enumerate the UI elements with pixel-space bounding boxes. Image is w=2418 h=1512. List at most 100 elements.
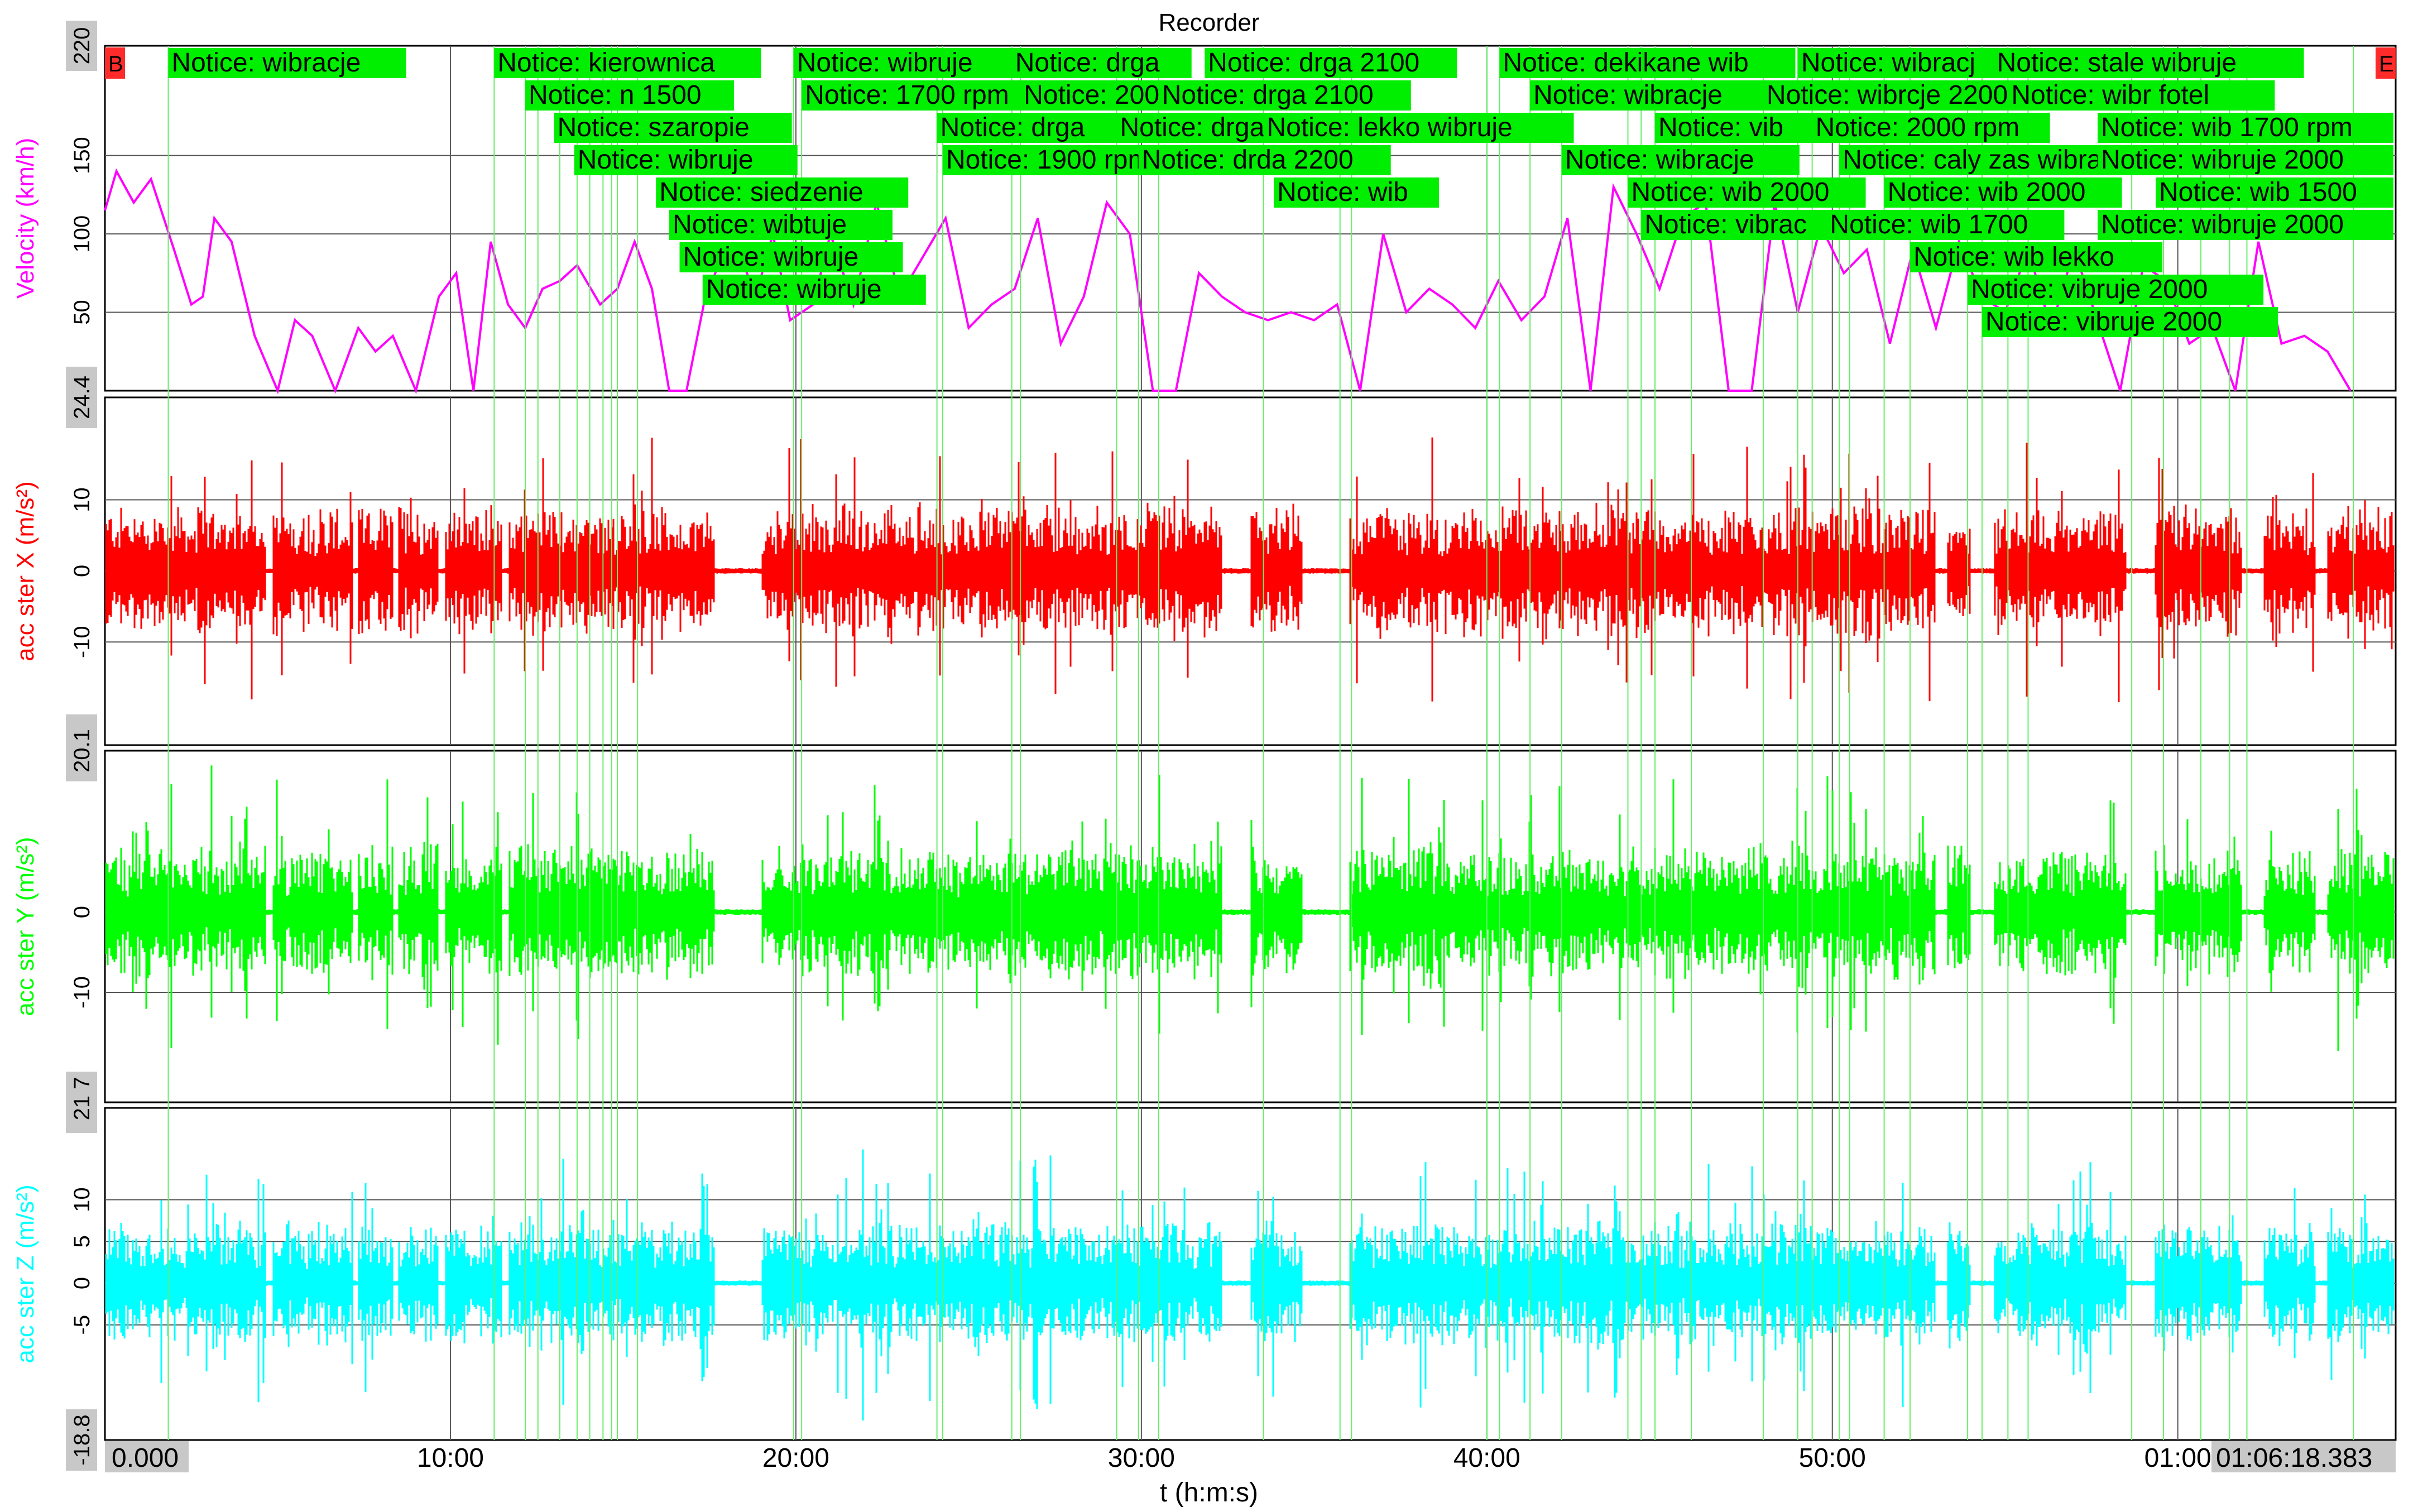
notice-box [574,145,798,175]
notice-label: Notice: vib [1658,113,1783,142]
notice-label: Notice: wib 1700 [1830,210,2028,239]
x-tick-label: 01:00 [2144,1443,2211,1473]
notice-label: Notice: wib 2000 [1632,177,1830,207]
y-tick-box [66,720,97,781]
y-axis-label: acc ster X (m/s²) [12,481,39,661]
notice-box [937,113,1117,143]
notice-box [2098,113,2393,143]
notice-box [1641,210,1850,240]
notice-box [2098,210,2393,240]
notice-box [1263,113,1574,143]
notice-box [1628,177,1866,208]
notice-label: Notice: wibracje [1565,145,1754,175]
velocity-layer [104,168,2352,395]
x-tick-label: 50:00 [1799,1443,1866,1473]
y-tick-label: 50 [70,300,94,325]
notice-box [793,48,1017,78]
notice-label: Notice: dekikane wib [1503,48,1748,78]
notice-label: Notice: wibruje 2000 [2101,145,2344,175]
y-tick-box [66,367,97,428]
notice-label: Notice: lekko wibruje [1267,113,1513,142]
notice-box [1158,80,1411,111]
notice-label: Notice: drda 2200 [1142,145,1354,175]
notice-box [1884,177,2122,208]
notice-label: Notice: drga [941,113,1085,142]
notice-label: Notice: vibruje 2000 [1971,275,2208,304]
notice-label: Notice: wibracje [1533,80,1723,110]
notice-box [554,113,792,143]
notice-box [2098,145,2393,175]
notice-box [1530,80,1768,111]
notice-label: Notice: n 1500 [529,80,702,110]
y-tick-label: -5 [70,1315,94,1335]
y-tick-box [66,1088,97,1127]
y-tick-label: 10 [70,487,94,512]
notice-box [669,210,893,240]
notice-label: Notice: wibr fotel [2011,80,2209,110]
notice-box [2008,80,2275,111]
y-tick-label: 10 [70,1187,94,1212]
x-tick-label: 20:00 [762,1443,829,1473]
signal-envelope [105,765,2395,1051]
notice-box [1274,177,1440,208]
panel-frame [104,1107,2397,1441]
notice-label: Notice: drga 2100 [1162,80,1374,110]
notice-label: Notice: 1900 rpm [946,145,1150,175]
y-axis-label: acc ster Y (m/s²) [12,837,39,1016]
notice-label: Notice: wib 1500 [2159,177,2357,207]
y-axis-label: acc ster Z (m/s²) [12,1184,39,1363]
y-tick-label: 21 [70,1096,94,1121]
notice-label: Notice: drga [1015,48,1160,78]
signal-envelope [105,437,2395,702]
x-tick-label: 30:00 [1108,1443,1175,1473]
end-marker [2376,47,2396,79]
y-tick-label: -10 [70,976,94,1009]
notice-box [1561,145,1800,175]
notice-label: Notice: vibrac [1644,210,1807,239]
y-axis-label: Velocity (km/h) [12,138,39,299]
notice-label: Notice: wib 1700 rpm [2101,113,2353,142]
notice-label: Notice: caly zas wibracje [1843,145,2136,175]
y-tick-label: -10 [70,626,94,658]
notice-label: Notice: kierownica [497,48,715,78]
notice-box [1138,145,1391,175]
chart-title: Recorder [1159,9,1260,36]
notice-box [1982,307,2278,337]
activity-layer [105,437,2395,1421]
x-axis-label: t (h:m:s) [1160,1478,1258,1508]
notice-label: Notice: vibruje 2000 [1985,307,2222,337]
y-tick-label: 220 [70,27,94,65]
x-tick-box [105,1441,189,1472]
y-tick-label: 5 [70,1235,94,1247]
notice-box [2156,177,2393,208]
x-tick-label: 40:00 [1453,1443,1520,1473]
notice-box [494,48,761,78]
y-tick-label: 0 [70,906,94,918]
y-tick-box [66,21,97,71]
notice-box [1812,113,2050,143]
y-tick-label: 20.1 [70,729,94,772]
notice-label: Notice: 2000 rpm [1816,113,2020,142]
notice-label: Notice: stale wibruje [1997,48,2237,78]
notice-label: Notice: wibruje 2000 [2101,210,2344,239]
notice-label: Notice: wib lekko [1913,242,2114,272]
begin-marker-label: B [108,52,123,76]
y-tick-label: -18.8 [70,1414,94,1465]
notice-label: Notice: wib 2000 [1888,177,2086,207]
end-marker-label: E [2379,52,2394,76]
y-tick-label: 0 [70,1277,94,1289]
notice-label: Notice: wibruje [797,48,973,78]
notice-label: Notice: wibtuje [673,210,847,239]
x-tick-label: 01:06:18.383 [2216,1443,2372,1473]
notice-label: Notice: szaropie [558,113,750,142]
notice-box [1797,48,2021,78]
notice-box [1910,242,2162,272]
x-tick-label: 0.000 [112,1443,179,1473]
notice-label: Notice: wibrcje 2200 [1767,80,2008,110]
y-tick-label: 100 [70,215,94,253]
notice-label: Notice: 1700 rpm [805,80,1009,110]
